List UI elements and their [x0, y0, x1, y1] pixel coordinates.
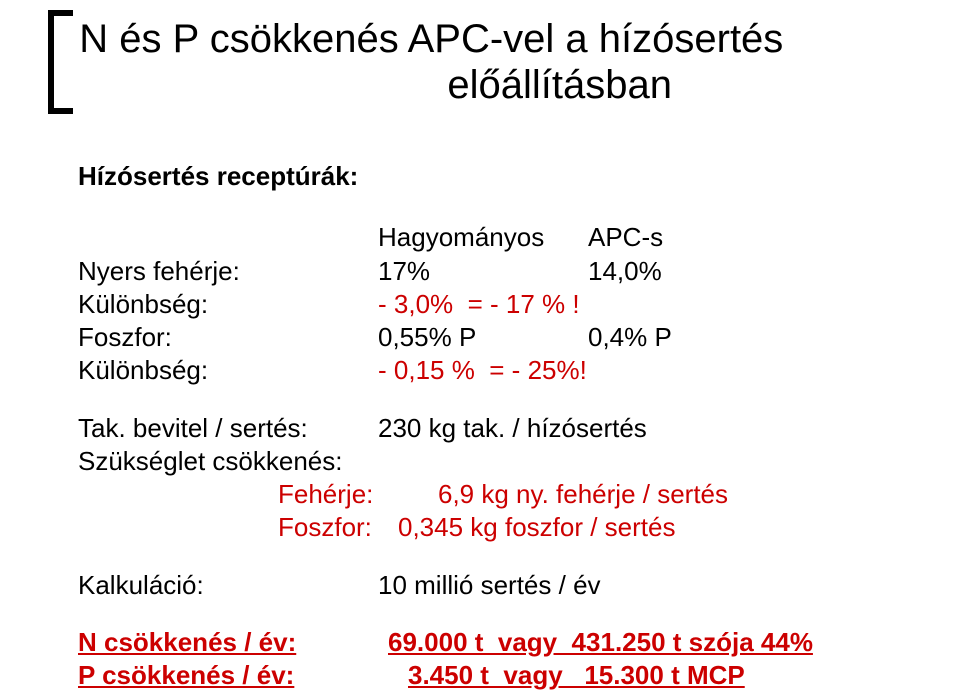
label-protein-diff: Különbség:	[78, 288, 378, 321]
col-hagyomanyos: Hagyományos	[378, 221, 588, 254]
label-p-reduction: P csökkenés / év:	[78, 659, 408, 692]
val-need-protein: 6,9 kg ny. fehérje / sertés	[438, 479, 728, 509]
title-block: N és P csökkenés APC-vel a hízósertés el…	[48, 10, 920, 114]
recipes-subhead: Hízósertés receptúrák:	[78, 160, 920, 193]
row-p-reduction: P csökkenés / év:3.450 t vagy 15.300 t M…	[78, 659, 920, 692]
val-intake: 230 kg tak. / hízósertés	[378, 413, 647, 443]
row-calc: Kalkuláció:10 millió sertés / év	[78, 569, 920, 602]
val-protein-1: 17%	[378, 255, 588, 288]
row-protein-diff: Különbség:- 3,0% = - 17 % !	[78, 288, 920, 321]
val-need-phosphor: 0,345 kg foszfor / sertés	[398, 512, 675, 542]
label-calc: Kalkuláció:	[78, 569, 378, 602]
row-phosphor: Foszfor:0,55% P0,4% P	[78, 321, 920, 354]
label-protein: Nyers fehérje:	[78, 255, 378, 288]
row-protein: Nyers fehérje:17%14,0%	[78, 255, 920, 288]
row-need-label: Szükséglet csökkenés:	[78, 445, 920, 478]
label-intake: Tak. bevitel / sertés:	[78, 412, 378, 445]
row-need-protein: Fehérje:6,9 kg ny. fehérje / sertés	[78, 478, 920, 511]
col-apcs: APC-s	[588, 222, 663, 252]
val-protein-2: 14,0%	[588, 256, 662, 286]
label-need-phosphor: Foszfor:	[278, 511, 398, 544]
title-bracket	[48, 10, 73, 114]
val-n-reduction: 69.000 t vagy 431.250 t szója 44%	[388, 627, 813, 657]
label-n-reduction: N csökkenés / év:	[78, 626, 388, 659]
label-phosphor-diff: Különbség:	[78, 354, 378, 387]
row-intake: Tak. bevitel / sertés:230 kg tak. / hízó…	[78, 412, 920, 445]
val-protein-diff: - 3,0% = - 17 % !	[378, 289, 580, 319]
label-need-protein: Fehérje:	[278, 478, 438, 511]
slide-title: N és P csökkenés APC-vel a hízósertés el…	[79, 10, 920, 114]
row-need-phosphor: Foszfor:0,345 kg foszfor / sertés	[78, 511, 920, 544]
header-row: HagyományosAPC-s	[78, 221, 920, 254]
val-phosphor-diff: - 0,15 % = - 25%!	[378, 355, 587, 385]
val-phosphor-2: 0,4% P	[588, 322, 672, 352]
row-n-reduction: N csökkenés / év:69.000 t vagy 431.250 t…	[78, 626, 920, 659]
label-phosphor: Foszfor:	[78, 321, 378, 354]
title-line-1: N és P csökkenés APC-vel a hízósertés	[79, 16, 920, 62]
content-body: Hízósertés receptúrák: HagyományosAPC-s …	[78, 160, 920, 692]
val-calc: 10 millió sertés / év	[378, 570, 601, 600]
val-phosphor-1: 0,55% P	[378, 321, 588, 354]
title-line-2: előállításban	[79, 62, 920, 108]
row-phosphor-diff: Különbség:- 0,15 % = - 25%!	[78, 354, 920, 387]
val-p-reduction: 3.450 t vagy 15.300 t MCP	[408, 660, 745, 690]
